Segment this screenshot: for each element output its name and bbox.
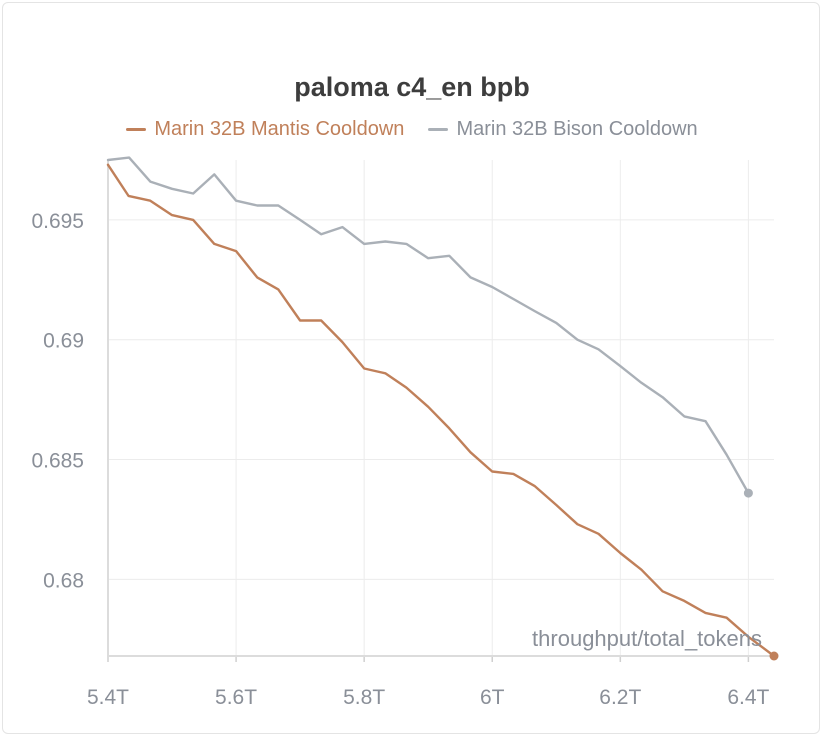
x-tick-label: 6.2T [599, 686, 641, 709]
series-end-point-mantis[interactable] [769, 651, 779, 661]
x-tick-label: 6.4T [727, 686, 769, 709]
axes: 0.695 0.69 0.685 0.68 5.4T 5.6T 5.8T 6T 6.2T 6.4T [31, 160, 774, 709]
x-tick-label: 5.6T [215, 686, 257, 709]
x-axis-label: throughput/total_tokens [532, 626, 762, 651]
legend-item-bison[interactable]: Marin 32B Bison Cooldown [428, 118, 698, 141]
y-tick-label: 0.685 [31, 450, 84, 473]
y-tick-label: 0.69 [43, 330, 84, 353]
legend-swatch-bison [428, 128, 449, 131]
y-tick-label: 0.695 [31, 210, 84, 233]
series-line-bison[interactable] [106, 156, 750, 495]
chart-title: paloma c4_en bpb [294, 72, 530, 102]
series-line-mantis[interactable] [106, 163, 776, 658]
legend-item-mantis[interactable]: Marin 32B Mantis Cooldown [126, 118, 404, 141]
x-tick-label: 6T [480, 686, 505, 709]
chart-legend: Marin 32B Mantis Cooldown Marin 32B Biso… [0, 118, 824, 141]
series-lines [106, 156, 779, 661]
y-tick-label: 0.68 [43, 569, 84, 592]
x-tick-label: 5.8T [343, 686, 385, 709]
legend-label-mantis: Marin 32B Mantis Cooldown [154, 118, 405, 140]
legend-label-bison: Marin 32B Bison Cooldown [456, 118, 698, 140]
x-tick-label: 5.4T [87, 686, 129, 709]
legend-swatch-mantis [126, 128, 147, 131]
series-end-point-bison[interactable] [743, 488, 753, 498]
